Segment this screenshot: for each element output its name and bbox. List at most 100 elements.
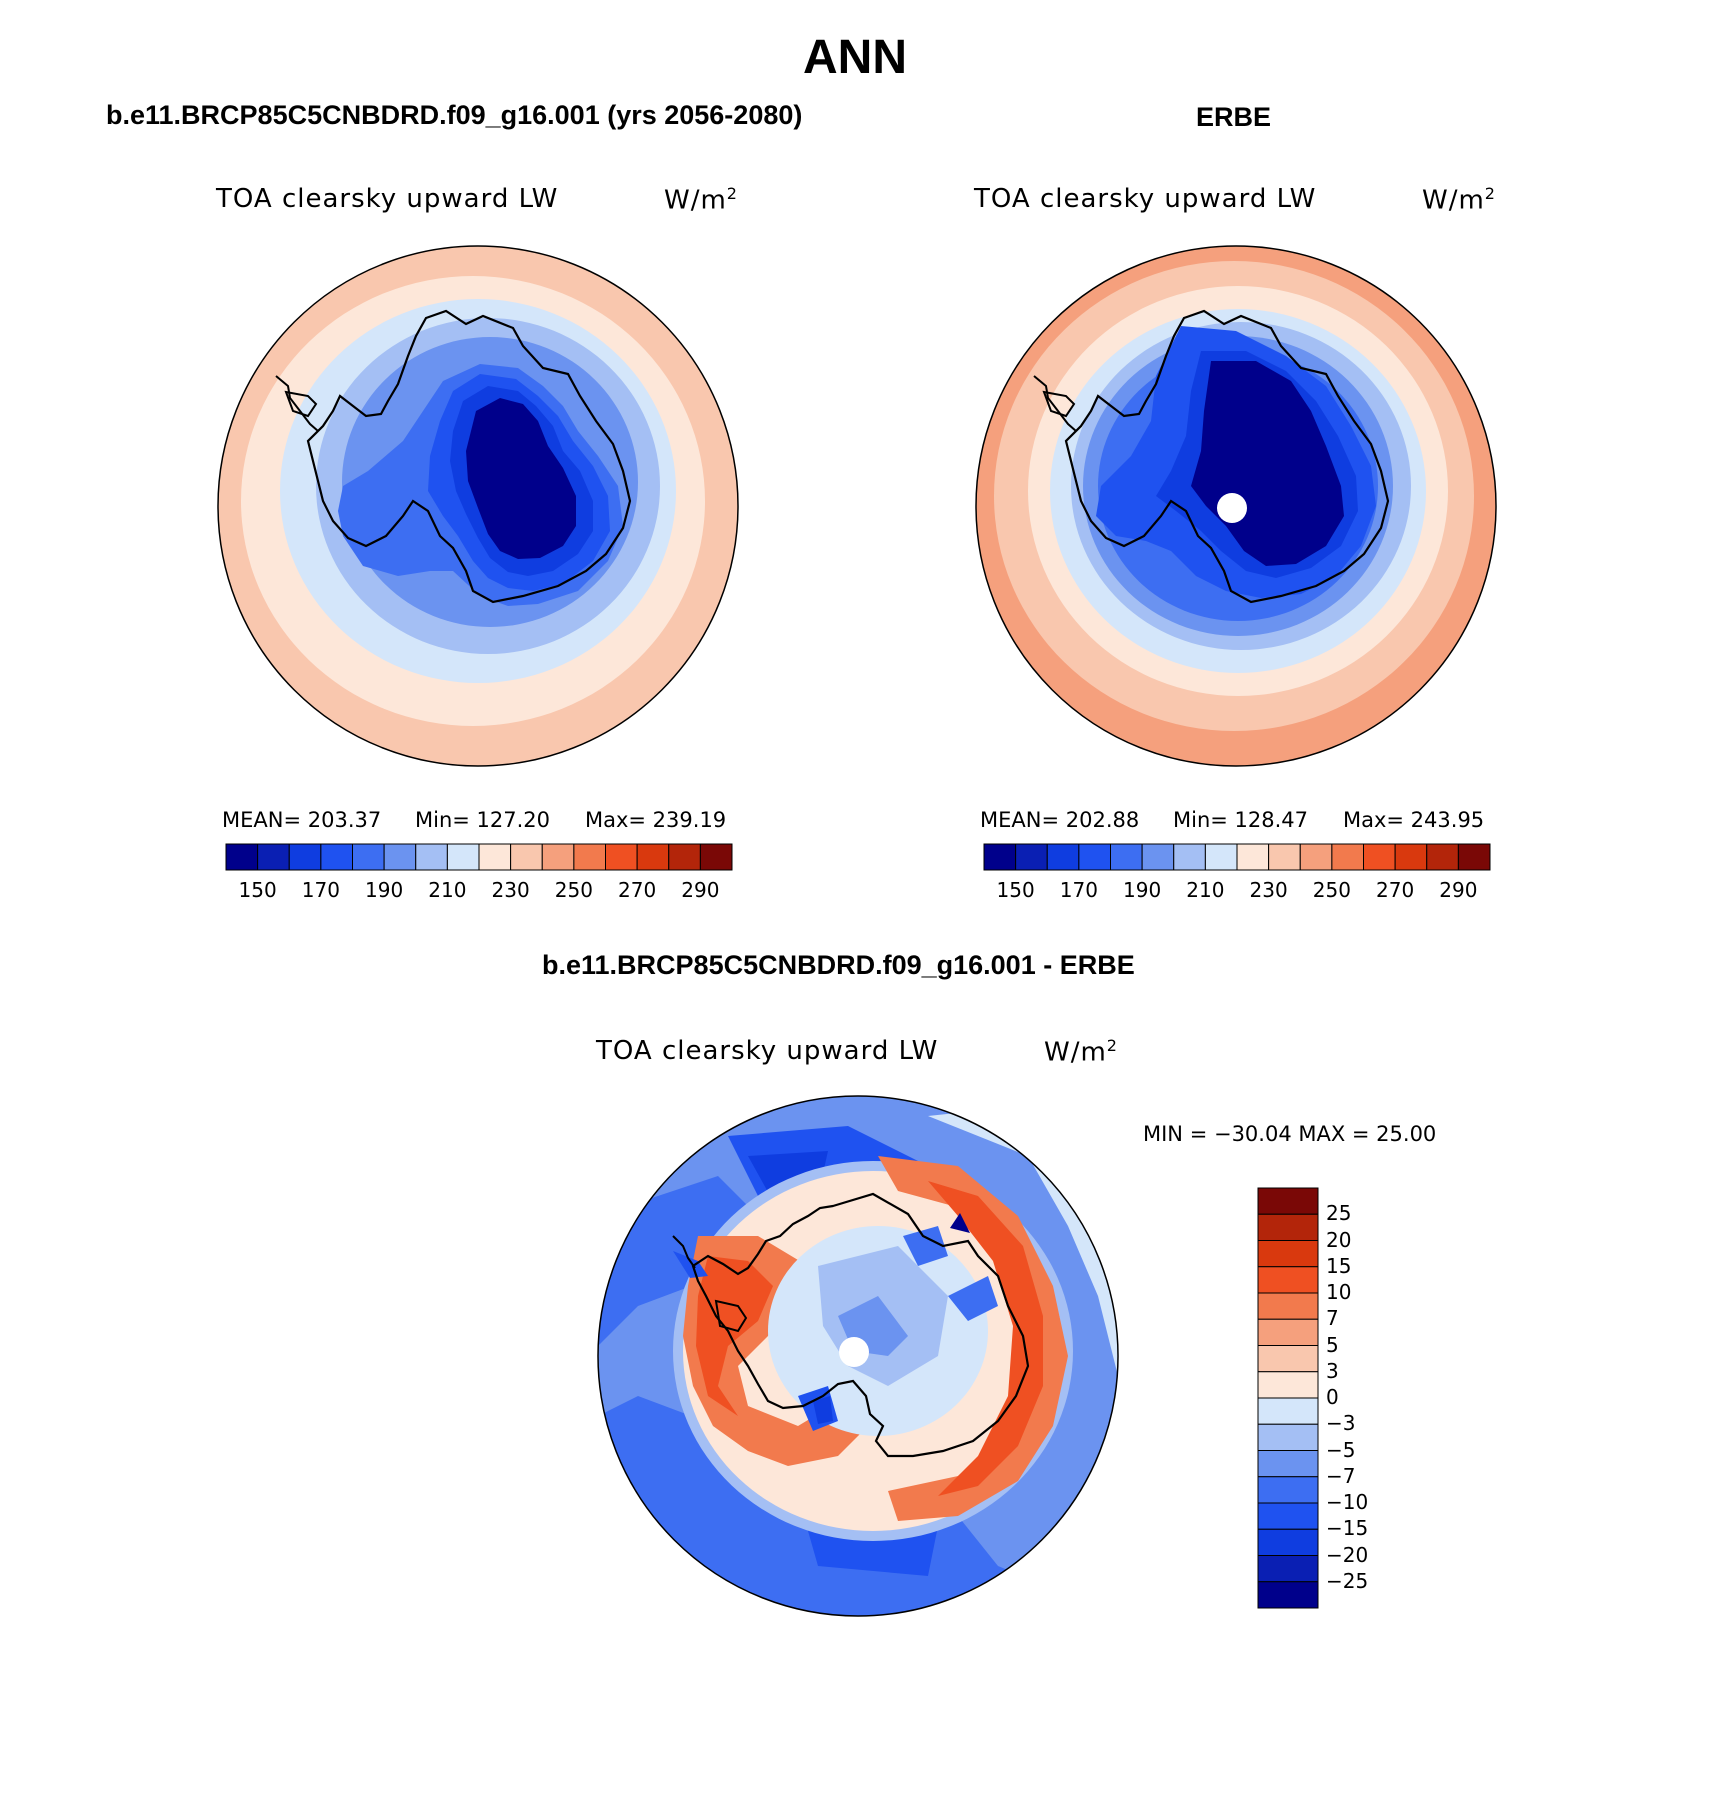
diff-case-title: b.e11.BRCP85C5CNBDRD.f09_g16.001 - ERBE bbox=[542, 950, 1135, 980]
diff-colorbar-swatch bbox=[1257, 1450, 1319, 1478]
diff-colorbar-swatch bbox=[1257, 1213, 1319, 1241]
model-colorbar bbox=[225, 843, 733, 871]
obs-colorbar-tick-label: 210 bbox=[1186, 878, 1225, 902]
obs-colorbar-swatch bbox=[1299, 843, 1333, 871]
obs-colorbar-swatch bbox=[1236, 843, 1270, 871]
obs-colorbar-swatch bbox=[1331, 843, 1364, 871]
model-colorbar-swatch bbox=[699, 843, 733, 871]
obs-min-stat: Min= 128.47 bbox=[1173, 808, 1309, 832]
diff-colorbar-swatch bbox=[1257, 1476, 1319, 1504]
diff-colorbar-swatch bbox=[1257, 1423, 1319, 1451]
obs-colorbar-tick-label: 170 bbox=[1059, 878, 1098, 902]
obs-mean-stat: MEAN= 202.88 bbox=[980, 808, 1140, 832]
model-colorbar-swatch bbox=[541, 843, 575, 871]
obs-colorbar bbox=[983, 843, 1491, 871]
model-colorbar-swatch bbox=[225, 843, 259, 871]
diff-colorbar-tick-label: 7 bbox=[1326, 1306, 1339, 1331]
model-colorbar-tick-label: 190 bbox=[365, 878, 404, 902]
obs-case-title: ERBE bbox=[1196, 102, 1272, 132]
model-colorbar-tick-label: 170 bbox=[301, 878, 340, 902]
obs-colorbar-swatch bbox=[1204, 843, 1238, 871]
model-colorbar-swatch bbox=[510, 843, 543, 871]
diff-colorbar-tick-label: 20 bbox=[1326, 1227, 1352, 1252]
obs-colorbar-swatch bbox=[1046, 843, 1080, 871]
obs-colorbar-swatch bbox=[1426, 843, 1459, 871]
obs-colorbar-tick-label: 270 bbox=[1376, 878, 1415, 902]
diff-colorbar-tick-label: −20 bbox=[1326, 1542, 1369, 1567]
model-colorbar-swatch bbox=[288, 843, 322, 871]
model-max-stat: Max= 239.19 bbox=[585, 808, 727, 832]
model-colorbar-tick-label: 250 bbox=[554, 878, 593, 902]
diff-units-label: W/m2 bbox=[1044, 1036, 1118, 1068]
model-colorbar-swatch bbox=[320, 843, 353, 871]
model-colorbar-tick-label: 270 bbox=[618, 878, 657, 902]
model-colorbar-tick-label: 230 bbox=[491, 878, 530, 902]
obs-colorbar-tick-label: 230 bbox=[1249, 878, 1288, 902]
model-colorbar-swatch bbox=[605, 843, 638, 871]
model-colorbar-swatch bbox=[257, 843, 290, 871]
model-case-title: b.e11.BRCP85C5CNBDRD.f09_g16.001 (yrs 20… bbox=[106, 100, 803, 130]
diff-colorbar-tick-label: 10 bbox=[1326, 1280, 1352, 1304]
model-colorbar-tick-label: 210 bbox=[428, 878, 467, 902]
model-colorbar-swatch bbox=[636, 843, 670, 871]
obs-colorbar-swatch bbox=[1268, 843, 1301, 871]
obs-colorbar-swatch bbox=[1457, 843, 1491, 871]
obs-colorbar-tick-label: 190 bbox=[1123, 878, 1162, 902]
obs-units-label: W/m2 bbox=[1422, 184, 1496, 216]
diff-colorbar-swatch bbox=[1257, 1292, 1319, 1320]
diff-colorbar-swatch bbox=[1257, 1555, 1319, 1583]
diff-colorbar-swatch bbox=[1257, 1187, 1319, 1215]
diff-colorbar-swatch bbox=[1257, 1397, 1319, 1425]
model-colorbar-swatch bbox=[352, 843, 385, 871]
diff-colorbar-swatch bbox=[1257, 1345, 1319, 1373]
model-mean-stat: MEAN= 203.37 bbox=[222, 808, 382, 832]
diff-colorbar-tick-label: −25 bbox=[1326, 1568, 1369, 1593]
obs-colorbar-swatch bbox=[1173, 843, 1206, 871]
obs-colorbar-tick-label: 250 bbox=[1312, 878, 1351, 902]
obs-max-stat: Max= 243.95 bbox=[1343, 808, 1485, 832]
model-units-label: W/m2 bbox=[664, 184, 738, 216]
model-min-stat: Min= 127.20 bbox=[415, 808, 551, 832]
diff-variable-label: TOA clearsky upward LW bbox=[596, 1036, 939, 1066]
model-colorbar-swatch bbox=[478, 843, 512, 871]
model-polar-map bbox=[217, 245, 739, 767]
diff-colorbar-swatch bbox=[1257, 1502, 1319, 1530]
diff-colorbar-tick-label: −7 bbox=[1326, 1463, 1356, 1488]
obs-variable-label: TOA clearsky upward LW bbox=[974, 184, 1317, 214]
diff-colorbar-tick-label: −15 bbox=[1326, 1516, 1369, 1541]
page-title: ANN bbox=[803, 31, 907, 84]
model-colorbar-tick-label: 290 bbox=[681, 878, 720, 902]
model-colorbar-swatch bbox=[573, 843, 606, 871]
diff-colorbar-tick-label: 5 bbox=[1326, 1332, 1339, 1357]
obs-colorbar-tick-label: 150 bbox=[996, 878, 1035, 902]
obs-colorbar-swatch bbox=[1363, 843, 1396, 871]
model-colorbar-swatch bbox=[383, 843, 417, 871]
diff-minmax-stat: MIN = −30.04 MAX = 25.00 bbox=[1143, 1122, 1437, 1146]
obs-colorbar-tick-label: 290 bbox=[1439, 878, 1478, 902]
diff-colorbar-swatch bbox=[1257, 1240, 1319, 1268]
diff-colorbar-tick-label: −10 bbox=[1326, 1490, 1369, 1514]
diff-colorbar-swatch bbox=[1257, 1581, 1319, 1609]
obs-colorbar-swatch bbox=[1394, 843, 1428, 871]
diff-colorbar-tick-label: 25 bbox=[1326, 1201, 1352, 1226]
diff-polar-map bbox=[597, 1095, 1119, 1617]
diff-colorbar bbox=[1257, 1187, 1319, 1609]
obs-colorbar-swatch bbox=[1015, 843, 1048, 871]
model-colorbar-tick-label: 150 bbox=[238, 878, 277, 902]
diff-colorbar-swatch bbox=[1257, 1371, 1319, 1399]
model-colorbar-swatch bbox=[668, 843, 701, 871]
model-variable-label: TOA clearsky upward LW bbox=[216, 184, 559, 214]
obs-colorbar-swatch bbox=[1110, 843, 1143, 871]
obs-colorbar-swatch bbox=[983, 843, 1017, 871]
diff-colorbar-swatch bbox=[1257, 1528, 1319, 1556]
diff-colorbar-tick-label: 3 bbox=[1326, 1358, 1339, 1383]
obs-colorbar-swatch bbox=[1141, 843, 1175, 871]
obs-polar-map bbox=[975, 245, 1497, 767]
diff-colorbar-tick-label: −3 bbox=[1326, 1411, 1356, 1436]
diff-colorbar-swatch bbox=[1257, 1318, 1319, 1346]
diff-colorbar-tick-label: 0 bbox=[1326, 1385, 1339, 1409]
diff-colorbar-tick-label: −5 bbox=[1326, 1437, 1356, 1462]
obs-colorbar-swatch bbox=[1078, 843, 1111, 871]
model-colorbar-swatch bbox=[446, 843, 480, 871]
diff-colorbar-tick-label: 15 bbox=[1326, 1253, 1352, 1278]
